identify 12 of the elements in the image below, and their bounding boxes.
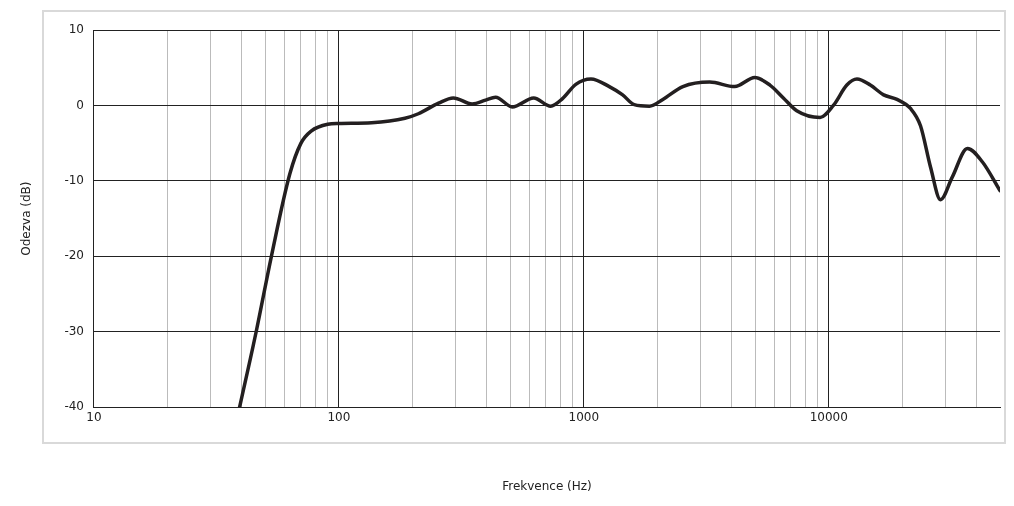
y-tick-label: 10 xyxy=(68,22,84,37)
x-tick-label: 10 xyxy=(86,409,102,424)
y-tick-label: -30 xyxy=(64,323,84,338)
y-tick-label: 0 xyxy=(76,97,84,112)
x-tick-label: 100 xyxy=(327,409,351,424)
y-tick-label: -20 xyxy=(64,248,84,263)
x-tick-label: 1000 xyxy=(568,409,600,424)
y-tick-label: -10 xyxy=(64,173,84,188)
x-tick-label: 10000 xyxy=(809,409,848,424)
x-axis-title: Frekvence (Hz) xyxy=(502,478,592,493)
y-tick-label: -40 xyxy=(64,399,84,414)
y-axis-title: Odezva (dB) xyxy=(19,181,34,256)
